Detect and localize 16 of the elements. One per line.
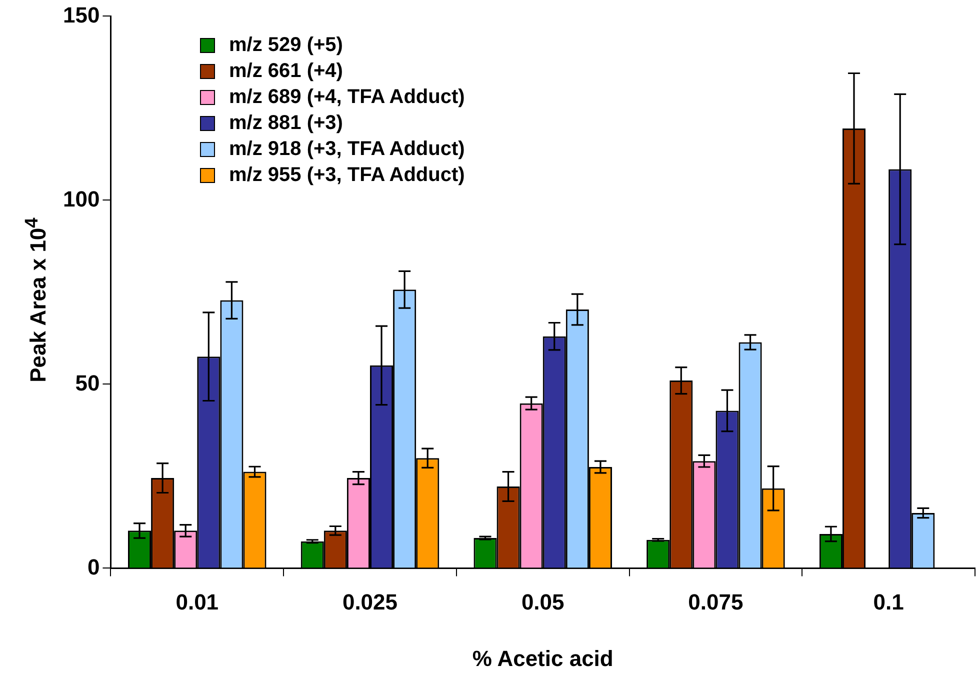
legend-label: m/z 661 (+4): [229, 60, 343, 82]
x-tick-label: 0.01: [176, 589, 219, 614]
legend-label: m/z 881 (+3): [229, 112, 343, 134]
y-tick-label: 0: [87, 554, 100, 580]
y-tick-label: 100: [62, 186, 100, 212]
x-tick-label: 0.075: [688, 589, 744, 614]
y-tick-label: 50: [75, 370, 100, 396]
legend-label: m/z 955 (+3, TFA Adduct): [229, 164, 465, 186]
legend-label: m/z 529 (+5): [229, 34, 343, 56]
y-tick-label: 150: [62, 2, 100, 28]
x-tick-label: 0.05: [521, 589, 564, 614]
legend-label: m/z 689 (+4, TFA Adduct): [229, 86, 465, 108]
x-tick-label: 0.025: [342, 589, 398, 614]
legend-label: m/z 918 (+3, TFA Adduct): [229, 138, 465, 160]
x-tick-label: 0.1: [873, 589, 904, 614]
x-axis-title: % Acetic acid: [472, 646, 614, 671]
